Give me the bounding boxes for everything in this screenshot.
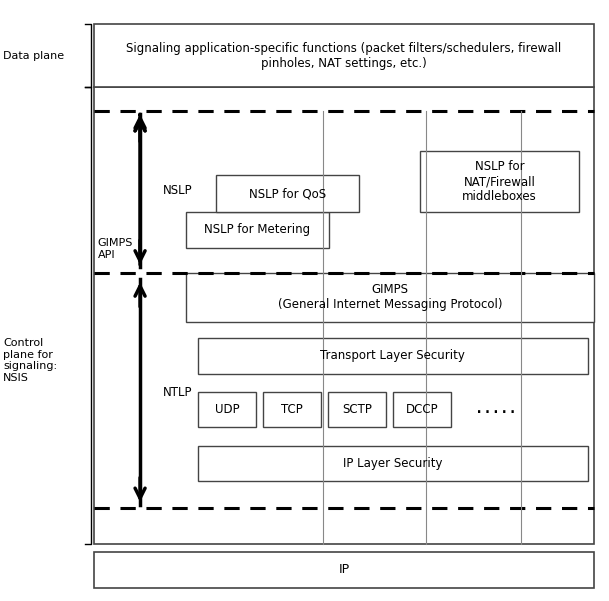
Text: UDP: UDP — [214, 403, 239, 416]
Text: NSLP: NSLP — [163, 185, 193, 197]
Text: .....: ..... — [475, 402, 517, 416]
Text: DCCP: DCCP — [406, 403, 438, 416]
Text: IP Layer Security: IP Layer Security — [343, 457, 443, 470]
Bar — [328, 392, 386, 427]
Text: GIMPS
(General Internet Messaging Protocol): GIMPS (General Internet Messaging Protoc… — [278, 284, 502, 311]
Text: Data plane: Data plane — [3, 52, 64, 61]
Text: NSLP for Metering: NSLP for Metering — [204, 223, 311, 236]
Text: NSLP for
NAT/Firewall
middleboxes: NSLP for NAT/Firewall middleboxes — [462, 160, 537, 203]
Bar — [263, 392, 321, 427]
Bar — [198, 392, 256, 427]
Bar — [420, 151, 579, 212]
Bar — [186, 273, 594, 322]
Text: SCTP: SCTP — [342, 403, 372, 416]
Bar — [393, 392, 451, 427]
Text: NTLP: NTLP — [163, 386, 192, 398]
Bar — [94, 24, 594, 87]
Text: Control
plane for
signaling:
NSIS: Control plane for signaling: NSIS — [3, 338, 57, 383]
Text: Transport Layer Security: Transport Layer Security — [320, 349, 465, 362]
Bar — [94, 552, 594, 588]
Text: IP: IP — [339, 563, 350, 576]
Text: Signaling application-specific functions (packet filters/schedulers, firewall
pi: Signaling application-specific functions… — [127, 41, 561, 70]
Bar — [216, 175, 359, 212]
Text: NSLP for QoS: NSLP for QoS — [249, 187, 326, 200]
Text: TCP: TCP — [281, 403, 303, 416]
Bar — [198, 338, 588, 374]
Bar — [94, 87, 594, 544]
Bar — [198, 446, 588, 481]
Bar — [186, 212, 329, 248]
Text: GIMPS
API: GIMPS API — [97, 238, 133, 260]
